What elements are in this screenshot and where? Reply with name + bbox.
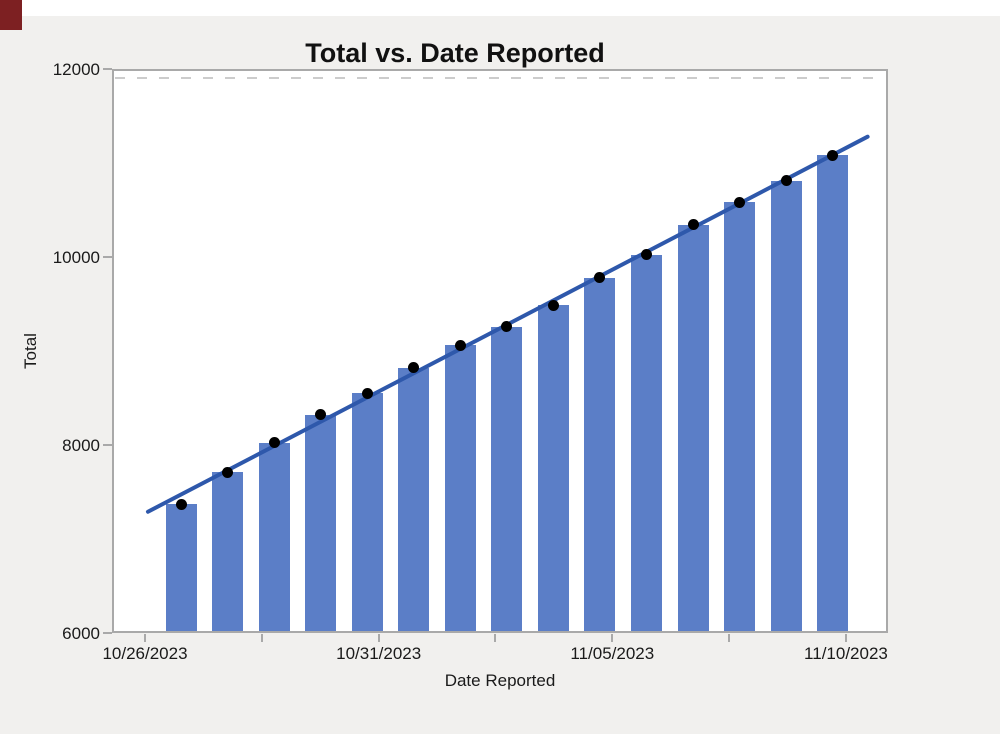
window-top-strip bbox=[0, 0, 1000, 16]
data-point[interactable] bbox=[175, 498, 187, 510]
bar[interactable] bbox=[351, 393, 383, 633]
data-point[interactable] bbox=[827, 149, 839, 161]
plot-area bbox=[112, 69, 888, 633]
y-major-tick bbox=[103, 68, 112, 70]
data-point[interactable] bbox=[687, 219, 699, 231]
data-point[interactable] bbox=[361, 387, 373, 399]
data-point[interactable] bbox=[547, 299, 559, 311]
bar[interactable] bbox=[537, 305, 569, 633]
data-point[interactable] bbox=[268, 437, 280, 449]
data-point[interactable] bbox=[222, 466, 234, 478]
y-major-tick bbox=[103, 632, 112, 634]
x-minor-tick bbox=[728, 634, 731, 642]
data-point[interactable] bbox=[501, 321, 513, 333]
bar[interactable] bbox=[817, 155, 849, 633]
trend-line[interactable] bbox=[112, 69, 888, 633]
x-tick-label: 10/31/2023 bbox=[336, 644, 422, 663]
x-axis-title: Date Reported bbox=[444, 671, 556, 690]
bar[interactable] bbox=[677, 224, 709, 633]
bar[interactable] bbox=[724, 202, 756, 633]
bar[interactable] bbox=[770, 180, 802, 633]
x-minor-tick bbox=[260, 634, 263, 642]
x-major-tick bbox=[611, 634, 614, 642]
y-major-tick bbox=[103, 444, 112, 446]
x-tick-label: 11/10/2023 bbox=[804, 644, 888, 663]
x-major-tick bbox=[377, 634, 380, 642]
chart-title: Total vs. Date Reported bbox=[305, 38, 605, 68]
bar[interactable] bbox=[584, 277, 616, 633]
bar[interactable] bbox=[305, 414, 337, 633]
x-tick-label: 10/26/2023 bbox=[102, 644, 188, 663]
bar[interactable] bbox=[165, 504, 197, 633]
data-point[interactable] bbox=[780, 175, 792, 187]
data-point[interactable] bbox=[315, 409, 327, 421]
y-tick-label: 10000 bbox=[52, 248, 100, 267]
data-point[interactable] bbox=[454, 339, 466, 351]
top-dashed-gridline bbox=[115, 77, 885, 79]
data-point[interactable] bbox=[408, 362, 420, 374]
data-point[interactable] bbox=[734, 196, 746, 208]
data-point[interactable] bbox=[641, 249, 652, 261]
y-axis-title: Total bbox=[21, 333, 40, 369]
x-major-tick bbox=[844, 634, 847, 642]
x-tick-label: 11/05/2023 bbox=[570, 644, 655, 663]
y-major-tick bbox=[103, 256, 112, 258]
bar[interactable] bbox=[444, 345, 476, 633]
y-tick-label: 8000 bbox=[62, 436, 100, 455]
x-major-tick bbox=[144, 634, 146, 642]
bar[interactable] bbox=[212, 472, 244, 633]
corner-red-block bbox=[0, 0, 22, 30]
bar[interactable] bbox=[258, 442, 290, 633]
y-tick-label: 12000 bbox=[52, 60, 100, 79]
bar[interactable] bbox=[491, 326, 523, 633]
x-minor-tick bbox=[494, 634, 497, 642]
data-point[interactable] bbox=[594, 272, 606, 284]
y-tick-label: 6000 bbox=[62, 624, 100, 643]
bar[interactable] bbox=[631, 254, 662, 633]
bar[interactable] bbox=[398, 367, 430, 633]
